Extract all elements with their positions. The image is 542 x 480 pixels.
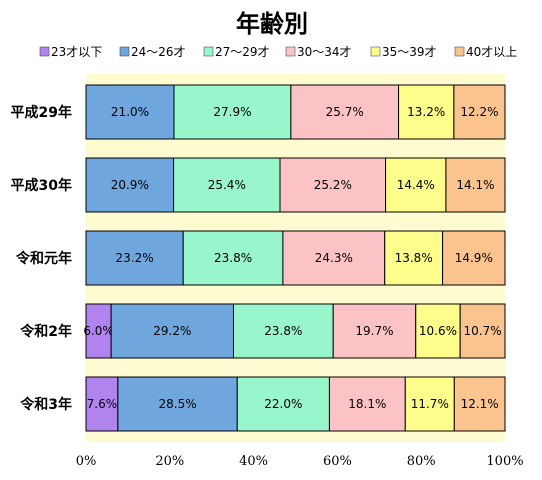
bar-segment xyxy=(85,230,184,286)
tick-label: 80% xyxy=(407,454,436,469)
legend-swatch xyxy=(203,46,214,57)
legend-swatch xyxy=(370,46,381,57)
data-label: 7.6% xyxy=(87,397,118,411)
data-label: 29.2% xyxy=(153,324,191,338)
legend-swatch xyxy=(285,46,296,57)
legend: 23才以下 24～26才 27～29才 30～34才 35～39才 40才以上 xyxy=(39,45,517,59)
tick-label: 60% xyxy=(323,454,352,469)
bar-segment xyxy=(328,376,406,432)
legend-label: 23才以下 xyxy=(51,45,102,59)
bar-segment xyxy=(173,84,292,140)
data-label: 11.7% xyxy=(411,397,449,411)
bar-segment xyxy=(398,84,455,140)
bar-segment xyxy=(385,157,447,213)
bar-segment xyxy=(117,376,238,432)
bar-segment xyxy=(459,303,506,359)
data-label: 21.0% xyxy=(111,105,149,119)
category-label: 平成29年 xyxy=(11,104,72,121)
legend-swatch xyxy=(454,46,465,57)
data-label: 14.1% xyxy=(456,178,494,192)
bar-segment xyxy=(279,157,387,213)
bar-segment xyxy=(453,376,506,432)
bar-segment xyxy=(236,376,330,432)
legend-swatch xyxy=(119,46,130,57)
data-label: 23.8% xyxy=(264,324,302,338)
tick-label: 0% xyxy=(76,454,97,469)
data-label: 28.5% xyxy=(158,397,196,411)
chart-title: 年齢別 xyxy=(236,10,308,38)
data-label: 23.8% xyxy=(214,251,252,265)
data-label: 25.4% xyxy=(208,178,246,192)
data-label: 6.0% xyxy=(83,324,114,338)
data-label: 23.2% xyxy=(116,251,154,265)
legend-label: 24～26才 xyxy=(131,45,186,59)
legend-label: 27～29才 xyxy=(215,45,270,59)
data-label: 24.3% xyxy=(315,251,353,265)
data-label: 25.2% xyxy=(314,178,352,192)
x-axis-ticks: 0% 20% 40% 60% 80% 100% xyxy=(76,454,524,469)
data-label: 10.6% xyxy=(419,324,457,338)
legend-label: 35～39才 xyxy=(382,45,437,59)
tick-label: 40% xyxy=(239,454,268,469)
data-label: 13.8% xyxy=(395,251,433,265)
bar-segment xyxy=(384,230,444,286)
data-label: 20.9% xyxy=(111,178,149,192)
data-label: 19.7% xyxy=(355,324,393,338)
bar-segment xyxy=(445,157,506,213)
data-label: 12.1% xyxy=(461,397,499,411)
bar-segment xyxy=(85,157,175,213)
tick-label: 100% xyxy=(486,454,523,469)
data-label: 14.4% xyxy=(397,178,435,192)
bar-segment xyxy=(85,84,175,140)
data-label: 13.2% xyxy=(407,105,445,119)
data-label: 22.0% xyxy=(264,397,302,411)
tick-label: 20% xyxy=(155,454,184,469)
bar-segment xyxy=(332,303,417,359)
bar-segment xyxy=(85,376,119,432)
data-label: 27.9% xyxy=(213,105,251,119)
data-label: 12.2% xyxy=(460,105,498,119)
legend-label: 30～34才 xyxy=(297,45,352,59)
category-label: 令和3年 xyxy=(19,396,72,413)
bar-segment xyxy=(442,230,506,286)
bar-segment xyxy=(182,230,284,286)
bar-segment xyxy=(85,303,112,359)
category-label: 令和元年 xyxy=(15,250,72,267)
category-label: 平成30年 xyxy=(11,177,72,194)
bars: 平成29年 21.0% 27.9% 25.7% 13.2% 12.2% 平成30年 20.9%… xyxy=(11,84,506,432)
bar-segment xyxy=(173,157,281,213)
bar-segment xyxy=(232,303,334,359)
data-label: 25.7% xyxy=(326,105,364,119)
legend-swatch xyxy=(39,46,50,57)
bar-segment xyxy=(110,303,234,359)
bar-segment xyxy=(282,230,386,286)
data-label: 10.7% xyxy=(464,324,502,338)
legend-label: 40才以上 xyxy=(466,45,517,59)
bar-segment xyxy=(453,84,506,140)
data-label: 14.9% xyxy=(455,251,493,265)
bar-segment xyxy=(290,84,400,140)
bar-segment xyxy=(404,376,455,432)
category-label: 令和2年 xyxy=(19,323,72,340)
data-label: 18.1% xyxy=(348,397,386,411)
